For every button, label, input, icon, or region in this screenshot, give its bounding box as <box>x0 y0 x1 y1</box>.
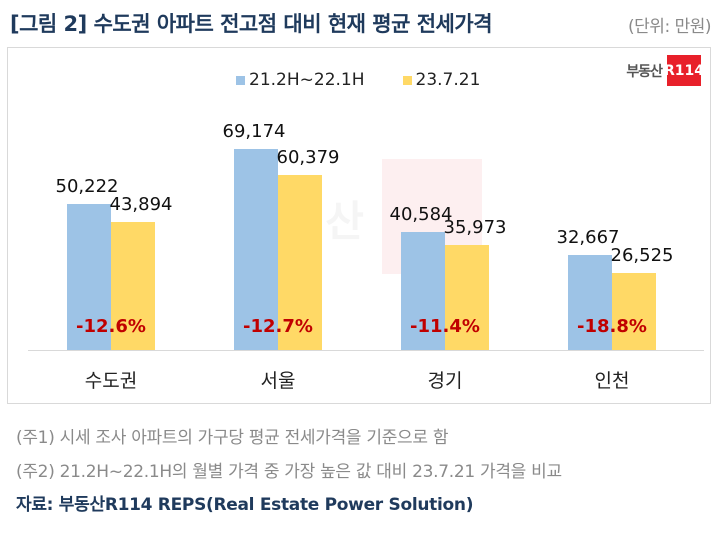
change-percent: -12.6% <box>76 316 146 337</box>
data-label: 60,379 <box>276 147 340 168</box>
bar-current <box>612 273 656 350</box>
data-label: 43,894 <box>109 194 173 215</box>
bar-current <box>278 175 322 350</box>
chart-frame <box>7 47 711 404</box>
legend-item-series-2: 23.7.21 <box>402 70 481 90</box>
change-percent: -18.8% <box>577 316 647 337</box>
data-label: 32,667 <box>556 227 620 248</box>
bar-prev-peak <box>401 232 445 350</box>
logo-badge: R114 <box>664 55 704 86</box>
data-label: 26,525 <box>610 245 674 266</box>
data-label: 50,222 <box>55 176 119 197</box>
chart-title: [그림 2] 수도권 아파트 전고점 대비 현재 평균 전세가격 <box>10 12 493 36</box>
legend-label: 23.7.21 <box>415 70 481 90</box>
footnote-1: (주1) 시세 조사 아파트의 가구당 평균 전세가격을 기준으로 함 <box>16 428 449 448</box>
legend-swatch-yellow <box>402 75 412 85</box>
legend-label: 21.2H~22.1H <box>249 70 365 90</box>
legend: 21.2H~22.1H 23.7.21 <box>236 70 518 90</box>
category-label: 서울 <box>260 370 296 392</box>
data-label: 69,174 <box>222 121 286 142</box>
category-label: 인천 <box>594 370 630 392</box>
bar-current <box>111 222 155 350</box>
category-label: 수도권 <box>84 370 138 392</box>
data-label: 35,973 <box>443 217 507 238</box>
legend-item-series-1: 21.2H~22.1H <box>236 70 365 90</box>
category-label: 경기 <box>427 370 463 392</box>
bar-prev-peak <box>568 255 612 350</box>
data-label: 40,584 <box>389 204 453 225</box>
r114-logo: 부동산 R114 <box>626 55 704 86</box>
legend-swatch-blue <box>236 75 245 85</box>
change-percent: -11.4% <box>410 316 480 337</box>
source-line: 자료: 부동산R114 REPS(Real Estate Power Solut… <box>16 495 474 515</box>
bar-current <box>445 245 489 350</box>
bar-prev-peak <box>67 204 111 350</box>
bar-prev-peak <box>234 149 278 350</box>
x-axis-line <box>28 350 704 351</box>
unit-label: (단위: 만원) <box>628 17 711 37</box>
logo-text: 부동산 <box>626 63 663 80</box>
footnote-2: (주2) 21.2H~22.1H의 월별 가격 중 가장 높은 값 대비 23.… <box>16 462 562 482</box>
change-percent: -12.7% <box>243 316 313 337</box>
